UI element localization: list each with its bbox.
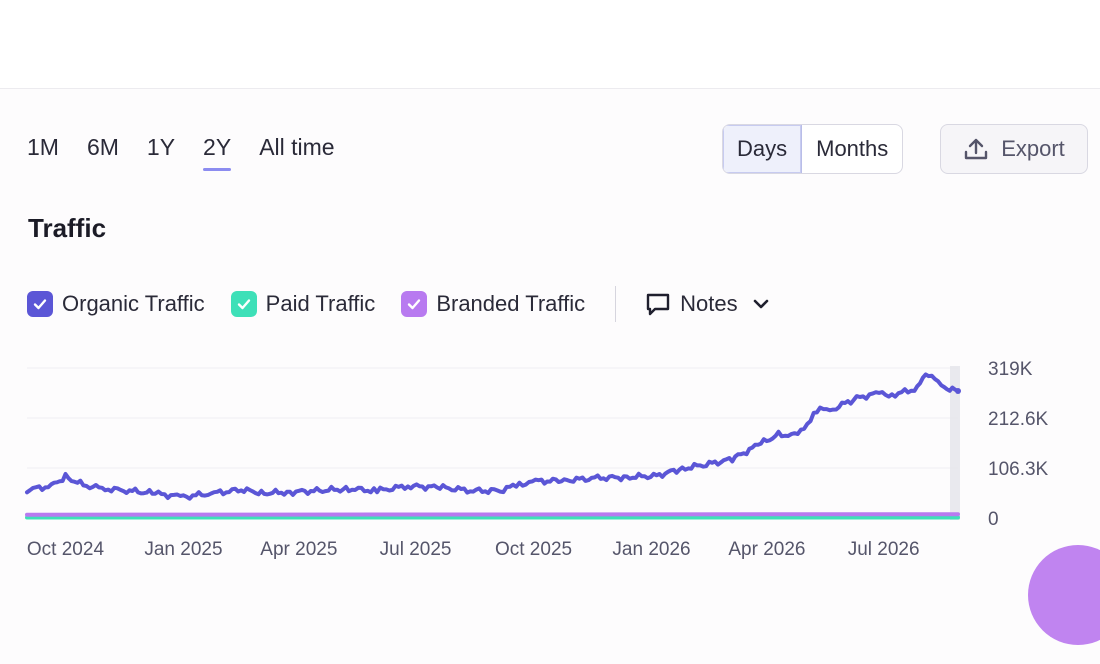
data-point — [955, 388, 961, 395]
x-tick-label: Jan 2026 — [612, 539, 690, 560]
legend-label: Paid Traffic — [265, 291, 376, 316]
granularity-toggle: Days Months — [722, 124, 904, 174]
series-line-branded-traffic — [25, 512, 960, 517]
comment-icon — [646, 293, 670, 316]
range-1y[interactable]: 1Y — [146, 134, 176, 160]
x-tick-label: Jan 2025 — [144, 539, 222, 560]
x-tick-label: Oct 2025 — [495, 539, 572, 560]
days-button[interactable]: Days — [723, 125, 803, 173]
traffic-chart: 0 106.3K 212.6K 319K Oct 2024 Jan 2025 Apr 202… — [25, 359, 1049, 560]
y-tick-label: 319K — [988, 359, 1033, 380]
organic-checkbox-icon[interactable] — [27, 291, 53, 317]
section-title: Traffic — [28, 213, 107, 243]
chevron-down-icon — [753, 299, 768, 309]
y-tick-label: 106.3K — [988, 459, 1049, 480]
series-line-organic-traffic — [25, 372, 960, 501]
range-2y[interactable]: 2Y — [203, 134, 232, 171]
legend-label: Organic Traffic — [62, 291, 205, 316]
legend: Organic Traffic Paid Traffic Branded Tra… — [27, 286, 772, 322]
notes-label: Notes — [680, 291, 738, 316]
y-tick-label: 0 — [988, 509, 999, 530]
range-6m[interactable]: 6M — [86, 134, 119, 160]
x-tick-label: Jul 2025 — [380, 539, 452, 560]
range-all-time[interactable]: All time — [259, 134, 335, 160]
legend-label: Branded Traffic — [436, 291, 586, 316]
hover-band — [950, 366, 960, 520]
notes-dropdown[interactable]: Notes — [644, 290, 771, 318]
legend-branded-traffic[interactable]: Branded Traffic — [401, 291, 585, 317]
range-1m[interactable]: 1M — [27, 134, 59, 160]
branded-checkbox-icon[interactable] — [401, 291, 428, 317]
paid-checkbox-icon[interactable] — [230, 291, 257, 317]
x-tick-label: Jul 2026 — [848, 539, 920, 560]
x-tick-label: Apr 2025 — [260, 539, 337, 560]
range-selector: 1M 6M 1Y 2Y All time — [27, 134, 363, 171]
legend-paid-traffic[interactable]: Paid Traffic — [230, 291, 376, 317]
x-tick-label: Oct 2024 — [27, 539, 105, 560]
top-bar — [0, 0, 1100, 89]
legend-divider — [615, 286, 617, 322]
x-tick-label: Apr 2026 — [728, 539, 805, 560]
legend-organic-traffic[interactable]: Organic Traffic — [27, 291, 205, 317]
upload-icon — [965, 138, 988, 160]
export-label: Export — [1001, 136, 1065, 161]
export-button[interactable]: Export — [940, 124, 1088, 174]
help-button[interactable] — [1028, 545, 1100, 645]
y-tick-label: 212.6K — [988, 409, 1049, 430]
months-button[interactable]: Months — [816, 136, 889, 161]
